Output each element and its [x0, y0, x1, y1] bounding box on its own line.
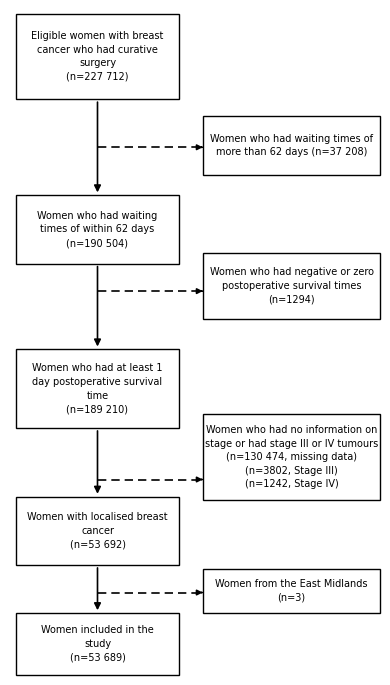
Text: Women who had no information on
stage or had stage III or IV tumours
(n=130 474,: Women who had no information on stage or… [205, 425, 378, 490]
Text: Women who had waiting times of
more than 62 days (n=37 208): Women who had waiting times of more than… [210, 134, 373, 158]
FancyBboxPatch shape [16, 195, 179, 264]
Text: Eligible women with breast
cancer who had curative
surgery
(n=227 712): Eligible women with breast cancer who ha… [31, 31, 164, 82]
FancyBboxPatch shape [203, 253, 380, 319]
FancyBboxPatch shape [16, 14, 179, 99]
Text: Women included in the
study
(n=53 689): Women included in the study (n=53 689) [41, 625, 154, 662]
FancyBboxPatch shape [16, 613, 179, 675]
Text: Women from the East Midlands
(n=3): Women from the East Midlands (n=3) [215, 579, 368, 603]
Text: Women who had negative or zero
postoperative survival times
(n=1294): Women who had negative or zero postopera… [209, 267, 374, 305]
FancyBboxPatch shape [203, 414, 380, 500]
Text: Women who had at least 1
day postoperative survival
time
(n=189 210): Women who had at least 1 day postoperati… [32, 363, 163, 414]
FancyBboxPatch shape [203, 116, 380, 175]
FancyBboxPatch shape [16, 497, 179, 565]
Text: Women who had waiting
times of within 62 days
(n=190 504): Women who had waiting times of within 62… [37, 211, 158, 248]
FancyBboxPatch shape [16, 349, 179, 428]
Text: Women with localised breast
cancer
(n=53 692): Women with localised breast cancer (n=53… [27, 512, 168, 549]
FancyBboxPatch shape [203, 569, 380, 613]
